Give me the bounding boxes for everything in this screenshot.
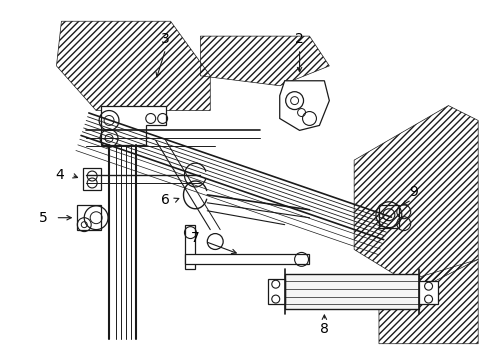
Polygon shape xyxy=(83,168,101,190)
Polygon shape xyxy=(185,255,309,264)
Text: 3: 3 xyxy=(161,32,170,46)
Polygon shape xyxy=(284,274,418,309)
Polygon shape xyxy=(185,225,195,269)
Text: 4: 4 xyxy=(55,168,63,182)
Polygon shape xyxy=(77,205,101,230)
Text: 8: 8 xyxy=(319,322,328,336)
Polygon shape xyxy=(101,105,165,145)
Text: 2: 2 xyxy=(295,32,304,46)
Text: 6: 6 xyxy=(161,193,170,207)
Text: 7: 7 xyxy=(191,230,200,244)
Text: 5: 5 xyxy=(39,211,48,225)
Polygon shape xyxy=(279,81,328,130)
Text: 9: 9 xyxy=(408,185,417,199)
Polygon shape xyxy=(418,281,438,304)
Polygon shape xyxy=(267,279,284,304)
